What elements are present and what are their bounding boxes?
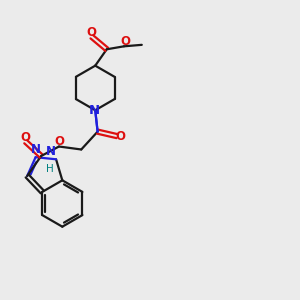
Text: O: O <box>120 35 130 48</box>
Text: O: O <box>86 26 96 39</box>
Text: N: N <box>89 104 100 117</box>
Text: O: O <box>54 135 64 148</box>
Text: O: O <box>20 131 30 144</box>
Text: O: O <box>116 130 126 143</box>
Text: N: N <box>31 143 40 156</box>
Text: H: H <box>46 164 53 174</box>
Text: N: N <box>46 145 56 158</box>
